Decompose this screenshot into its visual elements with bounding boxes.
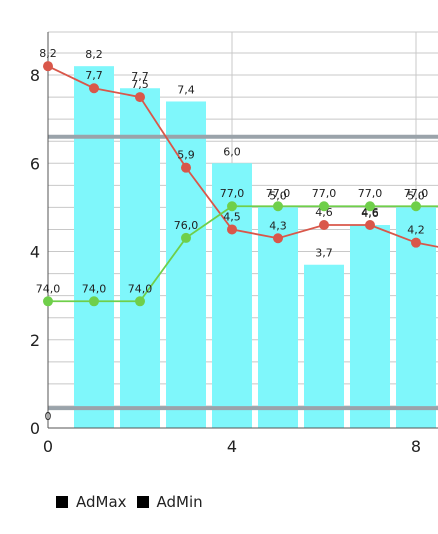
series-value-label-admax: 5,9 [177,149,195,162]
series-point-admax [43,61,53,72]
series-point-admin [135,296,145,307]
series-point-admin [365,201,375,212]
series-point-admax [135,92,145,103]
legend-label-admax: AdMax [76,493,127,511]
series-value-label-admin: 77,0 [358,187,383,200]
bar-value-label: 3,7 [315,247,333,260]
x-tick-label: 0 [43,437,53,456]
series-point-admax [89,83,99,94]
series-value-label-admax: 4,2 [407,224,425,237]
series-point-admax [181,162,191,173]
series-line-admin [48,205,438,303]
x-tick-label: 8 [411,437,421,456]
series-value-label-admax: 4,6 [361,206,379,219]
bar [350,225,390,428]
series-value-label-admin: 74,0 [128,282,153,295]
series-value-label-admax: 4,3 [269,219,287,232]
x-tick-label: 4 [227,437,237,456]
y-tick-label: 8 [30,66,40,85]
series-value-label-admin: 74,0 [36,282,61,295]
series-value-label-admin: 74,0 [82,282,107,295]
series-point-admin [411,201,421,212]
bar-value-label: 5,0 [407,189,425,202]
bar [304,264,344,428]
bar-value-label: 4,6 [361,207,379,220]
bar-value-label: 5,0 [269,189,287,202]
bar [120,88,160,429]
series-value-label-admax: 4,5 [223,210,241,223]
bar-value-label: 6,0 [223,145,241,158]
legend-item-admax: AdMax [56,493,127,511]
series-point-admin [89,296,99,307]
series-value-label-admin: 77,0 [266,187,291,200]
legend-swatch-admax [56,496,68,508]
bar [258,207,298,428]
series-value-label-admax: 8,2 [39,47,57,60]
bar [74,66,114,429]
bar-value-label: 7,7 [131,70,149,83]
series-point-admax [365,220,375,231]
chart-legend: AdMax AdMin [56,493,203,511]
series-value-label-admin: 77,0 [220,187,245,200]
y-tick-label: 0 [30,419,40,438]
series-point-admin [181,232,191,243]
y-tick-label: 2 [30,331,40,350]
bar-value-label: 7,4 [177,83,195,96]
series-value-label-admax: 7,7 [85,69,103,82]
series-point-admax [273,233,283,244]
series-value-label-admax: 7,5 [131,78,149,91]
legend-swatch-admin [136,496,149,508]
series-point-admin [319,201,329,212]
series-value-label-admin: 76,0 [174,219,199,232]
y-tick-label: 4 [30,243,40,262]
series-value-label-admax: 4,6 [315,206,333,219]
legend-item-admin: AdMin [136,493,203,511]
series-point-admin [43,296,53,307]
series-point-admax [227,224,237,235]
series-line-admax [47,65,438,248]
series-point-admax [319,220,329,231]
bar-value-label: 0 [45,410,52,423]
series-point-admax [411,237,421,248]
y-tick-label: 6 [30,154,40,173]
series-point-admin [273,201,283,212]
bar [166,101,206,428]
series-point-admin [227,201,237,212]
series-value-label-admin: 77,0 [312,187,337,200]
bar-value-label: 8,2 [85,48,103,61]
series-value-label-admin: 77,0 [404,187,429,200]
legend-label-admin: AdMin [156,493,203,511]
